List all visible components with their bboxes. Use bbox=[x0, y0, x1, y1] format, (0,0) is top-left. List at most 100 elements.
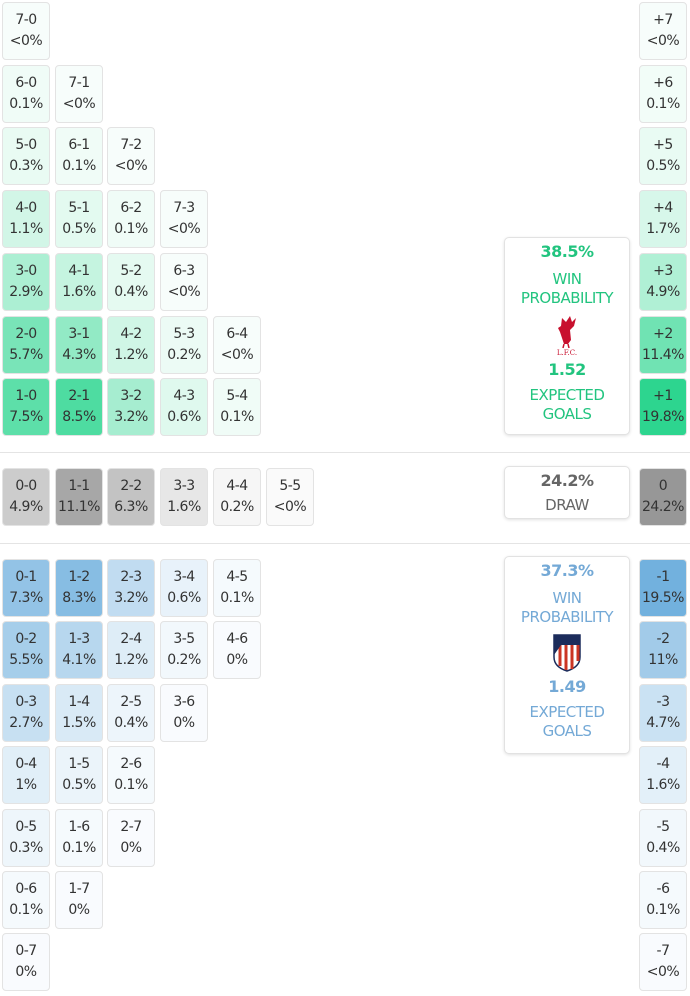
scoreline-probability: 1.1% bbox=[9, 221, 43, 238]
scoreline-cell: -3 4.7% bbox=[639, 683, 687, 742]
scoreline: 4-1 bbox=[68, 262, 90, 279]
scoreline-probability: 1.6% bbox=[167, 499, 201, 515]
scoreline-cell: 5-1 0.5% bbox=[55, 190, 103, 249]
scoreline-cell: 2-3 3.2% bbox=[107, 559, 155, 617]
scoreline-cell: 1-1 11.1% bbox=[55, 468, 103, 526]
scoreline: 1-4 bbox=[68, 693, 90, 710]
scoreline: +3 bbox=[653, 262, 673, 279]
scoreline-probability: 0.1% bbox=[114, 221, 148, 238]
scoreline: -5 bbox=[656, 818, 670, 835]
scoreline-probability: 0.2% bbox=[220, 499, 254, 515]
scoreline: 0-7 bbox=[15, 943, 37, 960]
scoreline-probability: 0.5% bbox=[646, 158, 680, 175]
scoreline: +1 bbox=[653, 388, 673, 405]
scoreline-cell: 0-3 2.7% bbox=[2, 683, 50, 742]
scoreline-cell: +5 0.5% bbox=[639, 127, 687, 186]
scoreline: 3-0 bbox=[15, 262, 37, 279]
scoreline-cell: 1-7 0% bbox=[55, 871, 103, 929]
scoreline: +2 bbox=[653, 325, 673, 342]
scoreline-probability: 1.2% bbox=[114, 652, 148, 669]
scoreline-cell: 5-3 0.2% bbox=[160, 315, 208, 374]
scoreline: 4-5 bbox=[226, 569, 248, 585]
divider bbox=[0, 452, 690, 453]
scoreline-cell: 3-0 2.9% bbox=[2, 252, 50, 311]
scoreline: 3-5 bbox=[173, 631, 195, 648]
scoreline-cell: 0-6 0.1% bbox=[2, 871, 50, 929]
scoreline-probability: 0% bbox=[15, 964, 37, 981]
scoreline: 0-1 bbox=[15, 569, 37, 585]
scoreline-cell: 0-5 0.3% bbox=[2, 808, 50, 867]
scoreline-probability: 0.1% bbox=[114, 777, 148, 794]
home-summary-card: 38.5% WIN PROBABILITY L.F.C. 1.52 EXPECT… bbox=[504, 237, 630, 435]
scoreline-cell: 5-4 0.1% bbox=[213, 378, 261, 437]
scoreline: 1-2 bbox=[68, 569, 90, 585]
scoreline: 4-3 bbox=[173, 388, 195, 405]
scoreline-cell: 2-0 5.7% bbox=[2, 315, 50, 374]
scoreline-cell: 0-7 0% bbox=[2, 933, 50, 992]
scoreline-probability: <0% bbox=[9, 33, 43, 49]
scoreline-probability: <0% bbox=[646, 33, 680, 49]
scoreline-probability: 4.1% bbox=[62, 652, 96, 669]
scoreline: 3-4 bbox=[173, 569, 195, 585]
scoreline-cell: 4-4 0.2% bbox=[213, 468, 261, 526]
scoreline-cell: 0-0 4.9% bbox=[2, 468, 50, 526]
scoreline-cell: 5-2 0.4% bbox=[107, 252, 155, 311]
scoreline-probability: 0% bbox=[120, 839, 142, 856]
scoreline: -3 bbox=[656, 693, 670, 710]
scoreline: 2-7 bbox=[120, 818, 142, 835]
scoreline: 5-3 bbox=[173, 325, 195, 342]
svg-text:L.F.C.: L.F.C. bbox=[557, 349, 577, 356]
scoreline: 0-4 bbox=[15, 756, 37, 773]
scoreline-cell: 1-3 4.1% bbox=[55, 621, 103, 680]
scoreline-cell: 4-0 1.1% bbox=[2, 190, 50, 249]
scoreline: 0-2 bbox=[15, 631, 37, 648]
scoreline-cell: 3-3 1.6% bbox=[160, 468, 208, 526]
scoreline-probability: 0.5% bbox=[62, 221, 96, 238]
scoreline: 6-4 bbox=[226, 325, 248, 342]
scoreline: 3-2 bbox=[120, 388, 142, 405]
scoreline-cell: 4-2 1.2% bbox=[107, 315, 155, 374]
scoreline: 7-1 bbox=[68, 74, 90, 91]
draw-summary-card: 24.2% DRAW bbox=[504, 466, 630, 519]
draw-pct: 24.2% bbox=[540, 471, 594, 490]
scoreline: 3-6 bbox=[173, 693, 195, 710]
scoreline-cell: 5-5 <0% bbox=[266, 468, 314, 526]
scoreline-probability: 6.3% bbox=[114, 499, 148, 515]
scoreline-cell: -1 19.5% bbox=[639, 559, 687, 617]
scoreline-cell: 0-1 7.3% bbox=[2, 559, 50, 617]
scoreline-cell: 1-5 0.5% bbox=[55, 746, 103, 805]
scoreline: 7-3 bbox=[173, 200, 195, 217]
scoreline: 6-2 bbox=[120, 200, 142, 217]
scoreline: 0-6 bbox=[15, 881, 37, 897]
scoreline-cell: 1-2 8.3% bbox=[55, 559, 103, 617]
scoreline-cell: +4 1.7% bbox=[639, 190, 687, 249]
scoreline: 3-1 bbox=[68, 325, 90, 342]
scoreline-probability: 0.1% bbox=[646, 902, 680, 918]
scoreline: -6 bbox=[656, 881, 670, 897]
home-win-label-2: PROBABILITY bbox=[520, 289, 614, 307]
scoreline: 4-0 bbox=[15, 200, 37, 217]
divider bbox=[0, 543, 690, 544]
scoreline-probability: 4.7% bbox=[646, 714, 680, 731]
scoreline: +5 bbox=[653, 137, 673, 154]
scoreline-probability: 0.4% bbox=[114, 714, 148, 731]
scoreline: 1-0 bbox=[15, 388, 37, 405]
scoreline-probability: 1.2% bbox=[114, 346, 148, 363]
scoreline-probability: 4.9% bbox=[646, 283, 680, 300]
away-xg-label-2: GOALS bbox=[542, 722, 592, 740]
scoreline: +4 bbox=[653, 200, 673, 217]
scoreline-probability: 0.3% bbox=[9, 158, 43, 175]
away-win-pct: 37.3% bbox=[540, 561, 594, 580]
scoreline-probability: 0.1% bbox=[220, 409, 254, 426]
scoreline-probability: 0.2% bbox=[167, 652, 201, 669]
scoreline-probability: 0% bbox=[226, 652, 248, 669]
scoreline: 2-2 bbox=[120, 478, 142, 494]
scoreline-probability: 0% bbox=[68, 902, 90, 918]
scoreline: 2-1 bbox=[68, 388, 90, 405]
scoreline-probability: 0.1% bbox=[9, 95, 43, 112]
home-xg-label: EXPECTED bbox=[529, 386, 605, 404]
scoreline: 5-4 bbox=[226, 388, 248, 405]
scoreline-cell: 6-2 0.1% bbox=[107, 190, 155, 249]
scoreline-cell: +2 11.4% bbox=[639, 315, 687, 374]
scoreline: 5-5 bbox=[279, 478, 301, 494]
